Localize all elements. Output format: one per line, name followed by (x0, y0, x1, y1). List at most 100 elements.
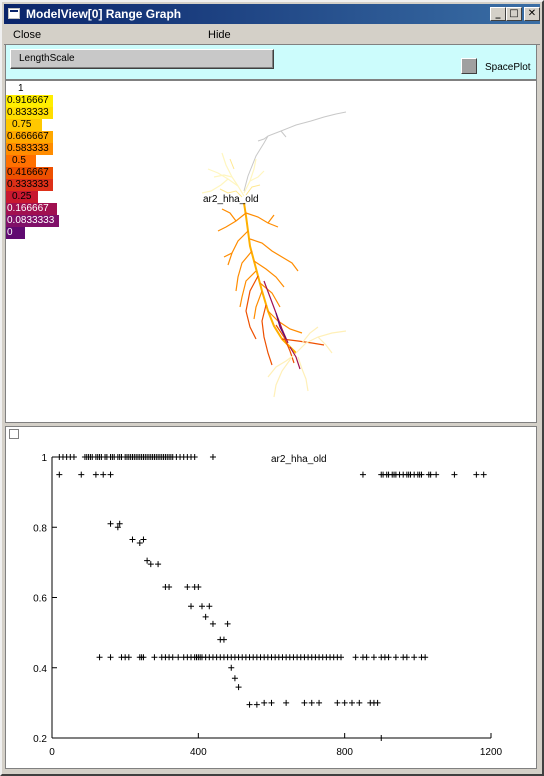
minimize-button[interactable]: _ (490, 7, 506, 21)
maximize-button[interactable]: □ (506, 7, 522, 21)
x-tick-label: 1200 (480, 747, 503, 758)
lengthscale-button[interactable]: LengthScale (10, 49, 274, 69)
data-point (129, 536, 136, 543)
data-point (451, 471, 458, 478)
data-point (107, 520, 114, 527)
data-point (209, 454, 216, 460)
data-point (363, 654, 370, 661)
data-point (231, 675, 238, 682)
legend-entry: 0.75 (6, 119, 42, 131)
data-point (155, 561, 162, 568)
toolbar: LengthScale SpacePlot (5, 44, 537, 80)
legend-entry: 0 (6, 227, 25, 239)
data-point (392, 654, 399, 661)
data-point (261, 699, 268, 706)
data-point (473, 471, 480, 478)
data-point (195, 583, 202, 590)
data-point (56, 471, 63, 478)
data-point (235, 684, 242, 691)
x-tick-label: 0 (49, 747, 55, 758)
data-point (147, 561, 154, 568)
legend-entry: 0.916667 (6, 95, 53, 107)
legend-entry: 0.833333 (6, 107, 53, 119)
data-point (166, 583, 173, 590)
data-point (301, 699, 308, 706)
legend-entry: 0.25 (6, 191, 38, 203)
data-point (422, 654, 429, 661)
cell-name-label: ar2_hha_old (203, 194, 259, 205)
data-point (140, 536, 147, 543)
legend-entry: 0.5 (6, 155, 36, 167)
data-point (136, 540, 143, 547)
y-tick-label: 1 (41, 453, 47, 464)
data-point (334, 699, 341, 706)
data-point (268, 699, 275, 706)
data-point (378, 735, 385, 741)
data-point (359, 471, 366, 478)
data-point (418, 471, 425, 478)
close-window-button[interactable]: ✕ (524, 7, 540, 21)
data-point (338, 654, 345, 661)
data-point (206, 603, 213, 610)
legend-entry: 0.583333 (6, 143, 53, 155)
data-point (107, 471, 114, 478)
legend-entry: 1 (6, 83, 52, 95)
data-point (78, 471, 85, 478)
data-point (70, 454, 77, 460)
data-point (411, 654, 418, 661)
data-point (202, 613, 209, 620)
data-point (107, 654, 114, 661)
hide-menu-item[interactable]: Hide (208, 29, 231, 41)
space-plot-view[interactable]: 1 0.916667 0.833333 0.75 0.666667 0.583333 0.5… (5, 80, 537, 423)
data-point (209, 620, 216, 627)
y-tick-label: 0.6 (33, 594, 47, 605)
x-tick-label: 800 (336, 747, 353, 758)
data-point (341, 699, 348, 706)
data-point (228, 664, 235, 671)
neuron-morphology (201, 111, 347, 398)
spaceplot-label: SpacePlot (485, 62, 531, 73)
data-point (191, 454, 198, 460)
menu-bar: Close Hide (4, 26, 540, 45)
data-point (316, 699, 323, 706)
range-graph-view[interactable]: 0 400 800 1200 0.2 0.4 0.6 0.8 1 ar2_hha_old (5, 426, 537, 769)
legend-entry: 0.333333 (6, 179, 53, 191)
window-icon (8, 8, 20, 19)
title-bar[interactable]: ModelView[0] Range Graph _ □ ✕ (4, 4, 540, 24)
data-point (403, 654, 410, 661)
data-point (370, 654, 377, 661)
data-point (188, 603, 195, 610)
chart-title: ar2_hha_old (271, 454, 327, 465)
window-title: ModelView[0] Range Graph (26, 7, 182, 21)
data-point (374, 699, 381, 706)
data-point (140, 654, 147, 661)
range-scatter-chart: 0 400 800 1200 0.2 0.4 0.6 0.8 1 ar2_hha_old (33, 453, 503, 758)
legend-entry: 0.416667 (6, 167, 53, 179)
data-point (348, 699, 355, 706)
data-point (92, 471, 99, 478)
data-point (198, 603, 205, 610)
data-point (169, 654, 176, 661)
data-point (385, 654, 392, 661)
graph-menu-checkbox[interactable] (9, 429, 19, 439)
y-tick-label: 0.8 (33, 523, 47, 534)
legend-entry: 0.0833333 (6, 215, 59, 227)
close-menu-item[interactable]: Close (13, 29, 42, 41)
data-point (151, 654, 158, 661)
data-point (433, 471, 440, 478)
data-point (116, 520, 123, 527)
data-point (100, 471, 107, 478)
data-point (283, 699, 290, 706)
data-point (253, 701, 260, 708)
data-point (352, 654, 359, 661)
pane-divider[interactable] (5, 423, 537, 426)
data-point (125, 654, 132, 661)
spaceplot-toggle[interactable] (461, 58, 477, 74)
y-tick-label: 0.4 (33, 664, 47, 675)
x-tick-label: 400 (190, 747, 207, 758)
data-point (96, 654, 103, 661)
legend-entry: 0.666667 (6, 131, 53, 143)
data-point (114, 524, 121, 531)
data-point (220, 636, 227, 643)
data-point (144, 557, 151, 564)
